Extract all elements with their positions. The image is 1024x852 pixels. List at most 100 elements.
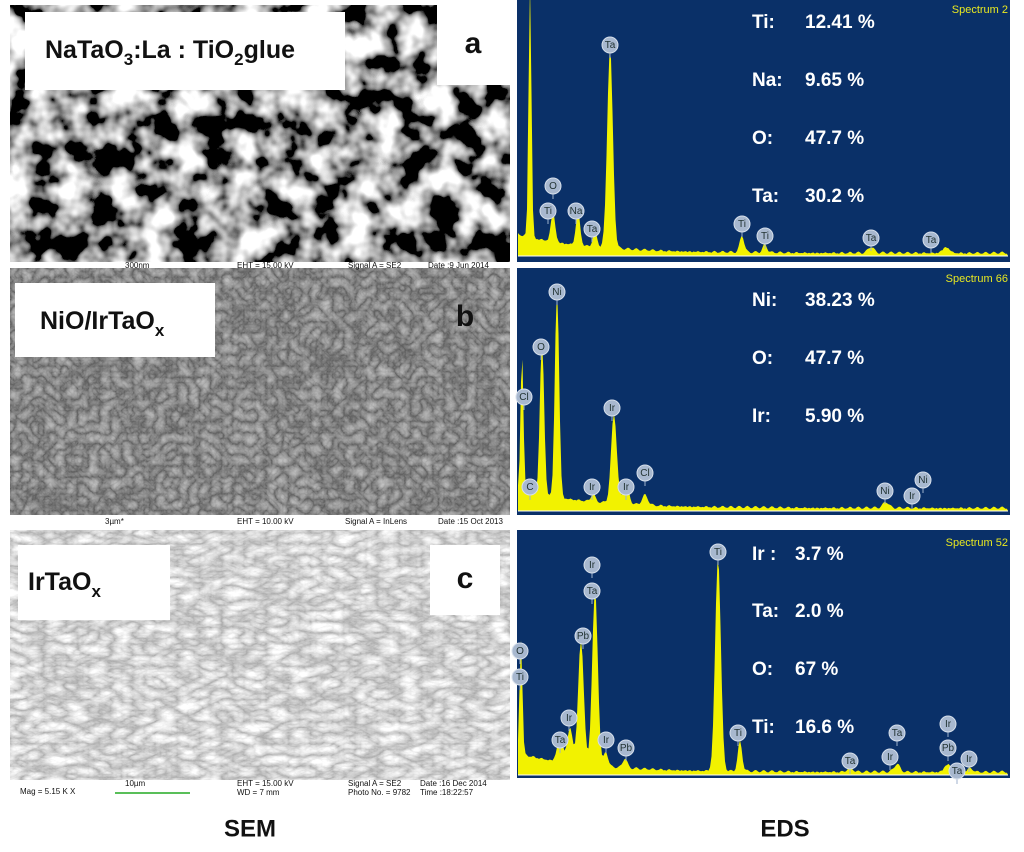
percentage: 16.6 % — [795, 717, 854, 738]
sem-footer: Mag = 5.15 K X — [20, 787, 76, 796]
caption: EDS — [760, 815, 809, 842]
sample-label: NaTaO3:La : TiO2glue — [45, 36, 295, 69]
peak-label: Pb — [577, 631, 590, 642]
sample-label: IrTaOx — [28, 568, 101, 601]
element: Ir: — [752, 406, 771, 427]
label-box — [25, 12, 345, 90]
peak-label: Na — [570, 206, 583, 217]
peak-badge — [511, 642, 529, 660]
peak-badge — [756, 227, 774, 245]
element: Ir : — [752, 544, 776, 565]
peak-label: Ta — [866, 233, 877, 244]
peak-label: Ni — [918, 475, 927, 486]
peak-label: Ir — [909, 491, 916, 502]
label-part: x — [91, 582, 101, 601]
percentage: 47.7 % — [805, 128, 864, 149]
letter-box — [430, 545, 500, 615]
sem-footer: 10µm — [125, 779, 146, 788]
peak-label: Ti — [734, 728, 742, 739]
peak-label: Ti — [714, 547, 722, 558]
label-part: 3 — [124, 50, 133, 69]
peak-badge — [544, 177, 562, 195]
sem-footer: Photo No. = 9782 — [348, 788, 411, 797]
peak-label: Ir — [609, 403, 616, 414]
element: O: — [752, 128, 773, 149]
peak-badge — [922, 231, 940, 249]
peak-badge — [862, 229, 880, 247]
peak-badge — [532, 338, 550, 356]
percentage: 9.65 % — [805, 70, 864, 91]
peak-label: Ni — [880, 486, 889, 497]
element: Ti: — [752, 12, 775, 33]
peak-badge — [888, 724, 906, 742]
sem-footer: Signal A = SE2 — [348, 779, 402, 788]
peak-label: Ta — [587, 586, 598, 597]
letter-box — [437, 5, 510, 85]
peak-badge — [903, 487, 921, 505]
peak-badge — [876, 482, 894, 500]
label-part: IrTaO — [28, 568, 91, 596]
label-box — [15, 283, 215, 357]
sem-footer: EHT = 10.00 kV — [237, 517, 294, 526]
peak-label: Ti — [544, 206, 552, 217]
peak-badge — [733, 215, 751, 233]
peak-label: Ta — [952, 766, 963, 777]
sem-footer: 300nm — [125, 261, 150, 270]
percentage: 38.23 % — [805, 290, 875, 311]
peak-label: Cl — [519, 392, 528, 403]
peak-badge — [841, 752, 859, 770]
element: O: — [752, 348, 773, 369]
label-part: NaTaO — [45, 36, 124, 64]
sem-footer: Date :15 Oct 2013 — [438, 517, 503, 526]
sem-footer: Date :9 Jun 2014 — [428, 261, 489, 270]
percentage: 47.7 % — [805, 348, 864, 369]
peak-badge — [597, 731, 615, 749]
peak-label: Ti — [761, 231, 769, 242]
peak-badge — [617, 739, 635, 757]
percentage: 67 % — [795, 659, 838, 680]
peak-badge — [539, 202, 557, 220]
sem-footer: 3µm* — [105, 517, 124, 526]
label-part: 2 — [234, 50, 243, 69]
element: Ti: — [752, 717, 775, 738]
peak-badge — [560, 709, 578, 727]
peak-label: Ti — [516, 672, 524, 683]
percentage: 12.41 % — [805, 12, 875, 33]
peak-label: Ta — [845, 756, 856, 767]
peak-badge — [583, 582, 601, 600]
peak-label: Ta — [926, 235, 937, 246]
peak-label: Ir — [589, 560, 596, 571]
peak-badge — [617, 478, 635, 496]
sem-footer: Signal A = InLens — [345, 517, 407, 526]
peak-label: O — [549, 181, 557, 192]
peak-label: Ir — [566, 713, 573, 724]
peak-label: Ni — [552, 287, 561, 298]
sem-footer: EHT = 15.00 kV — [237, 779, 294, 788]
element: Ni: — [752, 290, 777, 311]
element: Ta: — [752, 186, 779, 207]
peak-badge — [583, 220, 601, 238]
spectrum — [518, 560, 1008, 775]
peak-label: Ir — [945, 719, 952, 730]
peak-badge — [583, 556, 601, 574]
peak-badge — [939, 715, 957, 733]
peak-label: Ir — [603, 735, 610, 746]
peak-badge — [636, 464, 654, 482]
peak-label: Ta — [605, 40, 616, 51]
peak-badge — [603, 399, 621, 417]
peak-badge — [583, 478, 601, 496]
peak-badge — [709, 543, 727, 561]
panel-letter: b — [456, 300, 474, 333]
label-part: NiO/IrTaO — [40, 307, 155, 335]
peak-label: Ti — [738, 219, 746, 230]
label-part: :La : TiO — [133, 36, 234, 64]
peak-label: Ir — [623, 482, 630, 493]
peak-label: Pb — [942, 743, 955, 754]
peak-label: Pb — [620, 743, 633, 754]
peak-label: C — [526, 482, 533, 493]
sem-footer: EHT = 15.00 kV — [237, 261, 294, 270]
caption: SEM — [224, 815, 276, 842]
peak-badge — [511, 668, 529, 686]
peak-label: Cl — [640, 468, 649, 479]
